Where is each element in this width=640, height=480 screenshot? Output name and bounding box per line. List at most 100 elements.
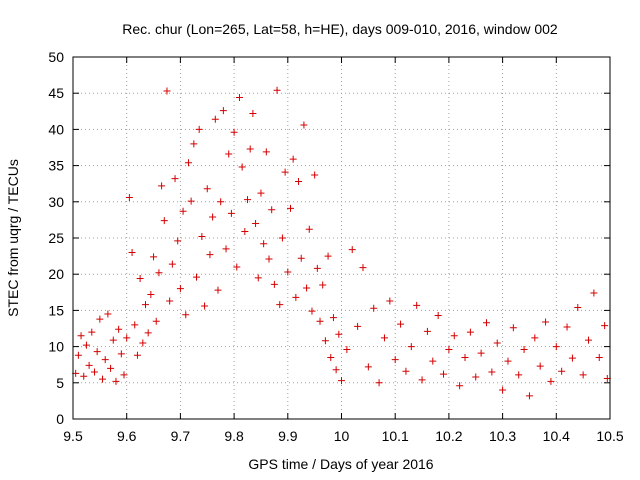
data-point <box>397 320 405 328</box>
data-point <box>211 115 219 123</box>
data-point <box>160 217 168 225</box>
data-point <box>238 163 246 171</box>
data-point <box>292 293 300 301</box>
data-point <box>461 353 469 361</box>
data-point <box>270 280 278 288</box>
data-point <box>359 264 367 272</box>
data-point <box>195 125 203 133</box>
data-point <box>131 321 139 329</box>
data-point <box>115 325 123 333</box>
data-point <box>222 245 230 253</box>
data-point <box>88 328 96 336</box>
data-point <box>407 343 415 351</box>
data-point <box>120 371 128 379</box>
data-point <box>327 353 335 361</box>
data-point <box>268 206 276 214</box>
data-point <box>402 367 410 375</box>
data-point <box>155 269 163 277</box>
data-point <box>260 240 268 248</box>
y-axis-label: STEC from uqrg / TECUs <box>5 159 21 317</box>
data-point <box>418 376 426 384</box>
data-point <box>163 87 171 95</box>
data-point <box>254 274 262 282</box>
data-point <box>235 94 243 102</box>
data-point <box>595 353 603 361</box>
grid <box>73 57 610 419</box>
data-point <box>504 357 512 365</box>
data-point <box>201 302 209 310</box>
data-point <box>244 196 252 204</box>
data-point <box>90 368 98 376</box>
x-tick-label: 9.8 <box>224 428 244 444</box>
data-point <box>80 372 88 380</box>
data-point <box>590 289 598 297</box>
data-point <box>174 237 182 245</box>
data-point <box>286 204 294 212</box>
data-point <box>82 341 90 349</box>
y-tick-label: 30 <box>48 194 64 210</box>
y-tick-label: 10 <box>48 339 64 355</box>
data-point <box>472 373 480 381</box>
data-point <box>391 356 399 364</box>
y-tick-labels: 0 5 10 15 20 25 30 35 40 45 50 <box>48 49 64 427</box>
data-point <box>343 345 351 353</box>
data-point <box>147 290 155 298</box>
data-point <box>295 178 303 186</box>
y-tick-label: 20 <box>48 266 64 282</box>
data-point <box>313 264 321 272</box>
data-point <box>273 86 281 94</box>
data-point <box>413 301 421 309</box>
data-point <box>525 392 533 400</box>
data-point <box>324 252 332 260</box>
data-point <box>297 254 305 262</box>
data-point <box>109 336 117 344</box>
data-point <box>386 297 394 305</box>
data-point <box>574 304 582 312</box>
data-point <box>101 356 109 364</box>
y-tick-label: 5 <box>56 375 64 391</box>
data-point <box>493 339 501 347</box>
y-tick-label: 25 <box>48 230 64 246</box>
data-point <box>552 343 560 351</box>
y-tick-label: 35 <box>48 158 64 174</box>
data-point <box>241 227 249 235</box>
x-tick-label: 9.9 <box>278 428 298 444</box>
data-point <box>477 349 485 357</box>
data-point <box>332 366 340 374</box>
data-point <box>284 268 292 276</box>
data-point <box>536 362 544 370</box>
data-point <box>434 311 442 319</box>
x-tick-label: 10 <box>334 428 350 444</box>
data-point <box>171 175 179 183</box>
data-point <box>257 189 265 197</box>
data-point <box>370 304 378 312</box>
x-tick-label: 10.1 <box>382 428 409 444</box>
data-point <box>466 328 474 336</box>
x-axis-label: GPS time / Days of year 2016 <box>248 456 433 472</box>
data-point <box>558 367 566 375</box>
data-point <box>150 253 158 261</box>
data-point <box>141 301 149 309</box>
data-point <box>531 334 539 342</box>
data-point <box>482 319 490 327</box>
data-point <box>311 171 319 179</box>
data-point <box>509 324 517 332</box>
data-point <box>601 322 609 330</box>
data-point <box>568 354 576 362</box>
data-point <box>179 207 187 215</box>
data-point <box>209 213 217 221</box>
data-point <box>440 370 448 378</box>
data-point <box>168 260 176 268</box>
data-point <box>96 315 104 323</box>
data-point <box>125 193 133 201</box>
chart-title: Rec. chur (Lon=265, Lat=58, h=HE), days … <box>122 21 558 37</box>
y-tick-label: 15 <box>48 302 64 318</box>
data-point <box>190 140 198 148</box>
data-point <box>300 121 308 129</box>
data-point <box>450 332 458 340</box>
data-point <box>456 382 464 390</box>
data-point <box>321 337 329 345</box>
data-point <box>319 281 327 289</box>
data-point <box>74 351 82 359</box>
